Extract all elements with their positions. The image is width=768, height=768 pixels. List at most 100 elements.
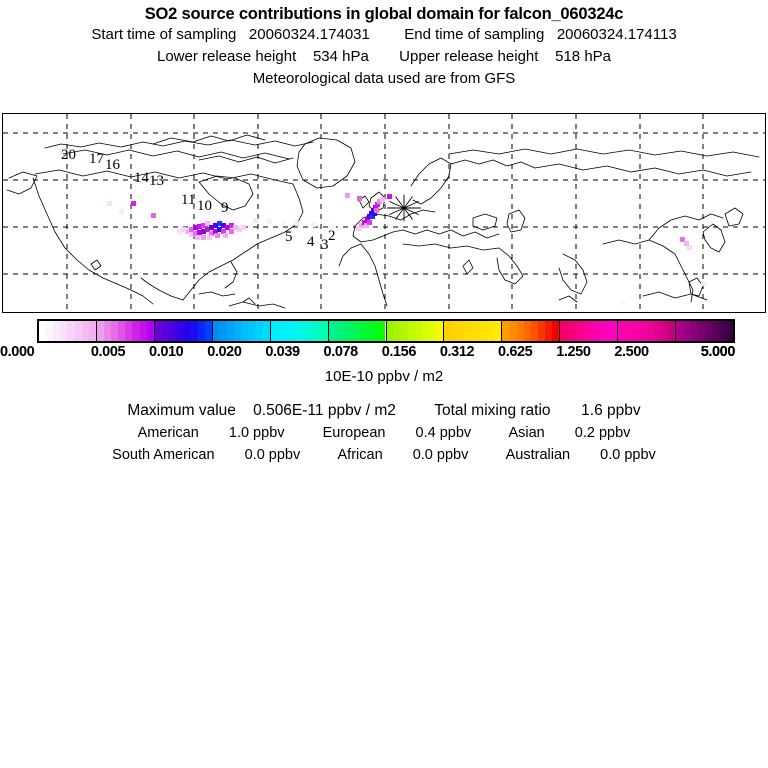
release-height-line: Lower release height 534 hPa Upper relea… (0, 46, 768, 68)
plume-cell-european (387, 194, 392, 199)
plume-cell-faint (281, 220, 286, 225)
colorbar-step (523, 321, 531, 341)
plume-cell-american (213, 223, 218, 228)
plume-cell-american (217, 221, 222, 226)
colorbar-step (472, 321, 480, 341)
colorbar-step (161, 321, 170, 341)
plume-cell-american (225, 225, 230, 230)
plume-cell-american (201, 223, 206, 228)
source-value-american: 1.0 ppbv (228, 425, 285, 441)
plume-cell-american (217, 227, 222, 232)
plume-cell-american (195, 235, 200, 240)
release-star-ray (403, 200, 419, 209)
source-name-asian: Asian (508, 425, 545, 441)
colorbar-tick-7: 0.312 (439, 344, 475, 360)
colorbar-step (711, 321, 719, 341)
colorbar-step (697, 321, 705, 341)
plume-cell-european (364, 223, 369, 228)
colorbar-step (610, 321, 618, 341)
plume-cell-american (221, 229, 226, 234)
colorbar-step (277, 321, 285, 341)
plume-cell-european (365, 217, 370, 222)
release-star-ray (403, 207, 419, 216)
source-value-south-american: 0.0 ppbv (244, 447, 301, 463)
plume-cell-european (356, 226, 361, 231)
colorbar-step (190, 321, 198, 341)
plume-cell-american (201, 229, 206, 234)
colorbar-tick-0: 0.000 (0, 344, 35, 360)
plume-cell-american (209, 225, 214, 230)
plume-cell-american (181, 227, 186, 232)
release-star-ray (389, 207, 405, 216)
colorbar-segment-0 (39, 321, 97, 341)
colorbar-step (219, 321, 227, 341)
colorbar-step (487, 321, 495, 341)
colorbar-step (393, 321, 401, 341)
colorbar-step (241, 321, 249, 341)
colorbar-step (88, 321, 96, 341)
trajectory-label-2: 2 (328, 228, 336, 244)
source-value-african: 0.0 ppbv (412, 447, 469, 463)
trajectory-label-20: 20 (61, 147, 76, 163)
world-map-panel: 20 17 16 14 13 11 10 9 5 4 3 2 (2, 113, 766, 313)
start-time-value: 20060324.174031 (248, 26, 370, 43)
total-mixing-ratio-value: 1.6 ppbv (581, 402, 641, 419)
plume-cell-asian (684, 241, 689, 246)
colorbar-step (342, 321, 350, 341)
lower-release-value: 534 hPa (312, 48, 369, 65)
colorbar-step (429, 321, 437, 341)
colorbar-step (60, 321, 68, 341)
colorbar-segment-8 (502, 321, 561, 341)
plume-cell-faint (253, 218, 258, 223)
colorbar-step (226, 321, 235, 341)
release-location-marker (387, 194, 421, 222)
sampling-time-line: Start time of sampling 20060324.174031 E… (0, 24, 768, 46)
plume-cell-asian (687, 245, 692, 250)
plume-cell-european (359, 223, 364, 228)
colorbar-step (46, 321, 54, 341)
colorbar-step (632, 321, 640, 341)
colorbar-step (349, 321, 358, 341)
colorbar-step (494, 321, 502, 341)
colorbar-step (414, 321, 423, 341)
colorbar-tick-2: 0.010 (149, 344, 184, 360)
colorbar-step (690, 321, 698, 341)
colorbar-step (111, 321, 119, 341)
plume-cell-european (371, 208, 376, 213)
trajectory-label-3: 3 (321, 237, 329, 253)
colorbar-segment-6 (386, 321, 445, 341)
colorbar-step (509, 321, 517, 341)
colorbar-step (725, 321, 734, 341)
colorbar-tick-1: 0.005 (90, 344, 126, 360)
colorbar-step (313, 321, 321, 341)
colorbar-tick-5: 0.078 (323, 344, 359, 360)
plume-cell-american (223, 233, 228, 238)
plume-cell-faint (311, 222, 316, 227)
plume-concentration-layer (107, 193, 706, 306)
colorbar-step (262, 321, 270, 341)
colorbar-step (560, 321, 568, 341)
colorbar-step (299, 321, 307, 341)
trajectory-label-4: 4 (307, 234, 315, 250)
colorbar-step (139, 321, 147, 341)
plume-cell-faint (295, 221, 300, 226)
colorbar-step (255, 321, 263, 341)
colorbar-segment-9 (560, 321, 619, 341)
colorbar-tick-3: 0.020 (207, 344, 242, 360)
colorbar-step (676, 321, 684, 341)
plume-cell-american (229, 229, 234, 234)
colorbar-step (306, 321, 314, 341)
release-star-ray (395, 207, 405, 220)
plume-cell-american (197, 224, 202, 229)
colorbar-step (53, 321, 61, 341)
max-value-row: Maximum value 0.506E-11 ppbv / m2 Total … (0, 400, 768, 422)
colorbar-tick-max: 5.000 (700, 344, 736, 360)
plume-cell-european (377, 199, 382, 204)
plume-cell-american (205, 221, 210, 226)
plume-cell-faint (701, 281, 706, 286)
plume-cell-american (221, 223, 226, 228)
source-value-asian: 0.2 ppbv (574, 425, 631, 441)
colorbar-step (132, 321, 140, 341)
map-gridlines (3, 114, 765, 312)
colorbar-step (465, 321, 473, 341)
